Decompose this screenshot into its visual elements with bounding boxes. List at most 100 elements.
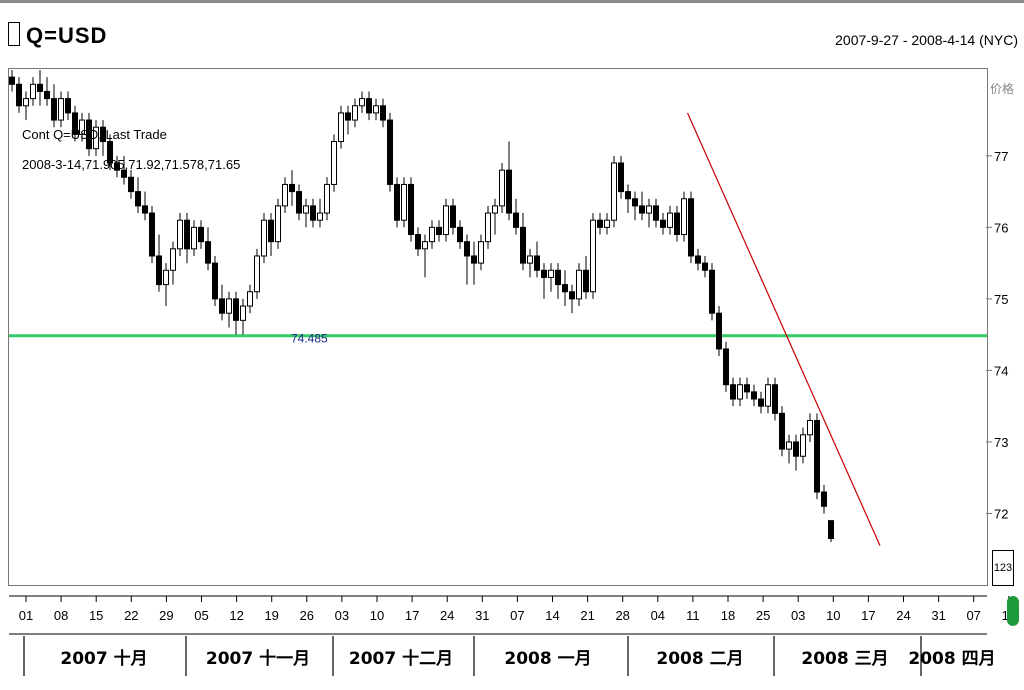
candle-down — [653, 205, 659, 221]
candle-down — [205, 241, 211, 264]
candle-down — [562, 284, 568, 293]
candle-down — [128, 176, 134, 193]
candle-down — [625, 191, 631, 200]
candle-down — [121, 169, 127, 178]
candle-up — [303, 205, 309, 214]
candle-down — [86, 119, 92, 150]
candle-down — [387, 119, 393, 185]
candle-up — [247, 291, 253, 307]
candle-down — [149, 212, 155, 257]
candle-down — [471, 255, 477, 264]
candle-down — [695, 255, 701, 264]
y-tick-label: 75 — [994, 292, 1008, 307]
scroll-indicator[interactable] — [1007, 596, 1019, 626]
candle-up — [177, 219, 183, 250]
candle-up — [275, 205, 281, 243]
candle-down — [730, 384, 736, 400]
x-tick-label: 17 — [861, 608, 875, 623]
candle-down — [506, 169, 512, 214]
candle-down — [793, 441, 799, 457]
candle-up — [352, 105, 358, 121]
candle-up — [646, 205, 652, 214]
candle-down — [100, 126, 106, 143]
candle-up — [429, 226, 435, 243]
candle-up — [338, 112, 344, 143]
candle-down — [380, 105, 386, 121]
x-tick-label: 24 — [440, 608, 454, 623]
x-tick-label: 31 — [475, 608, 489, 623]
x-tick-label: 10 — [826, 608, 840, 623]
candle-down — [534, 255, 540, 271]
candle-up — [191, 226, 197, 250]
candle-down — [744, 384, 750, 393]
title-text: Q=USD — [26, 23, 108, 48]
x-tick-label: 11 — [686, 608, 700, 623]
candle-up — [604, 219, 610, 228]
date-range: 2007-9-27 - 2008-4-14 (NYC) — [835, 32, 1018, 48]
candle-up — [492, 205, 498, 214]
scale-toggle-button[interactable]: 123 — [992, 550, 1014, 586]
x-tick-label: 08 — [54, 608, 68, 623]
candle-up — [765, 384, 771, 407]
x-tick-label: 22 — [124, 608, 138, 623]
candle-down — [716, 312, 722, 350]
candle-down — [345, 112, 351, 121]
x-tick-label: 07 — [510, 608, 524, 623]
candle-down — [772, 384, 778, 414]
x-tick-label: 10 — [370, 608, 384, 623]
candle-down — [779, 412, 785, 450]
candle-down — [541, 269, 547, 278]
price-axis-label: 价格 — [990, 82, 1015, 96]
window-top-border — [0, 0, 1024, 3]
candle-down — [674, 212, 680, 236]
candle-down — [198, 226, 204, 243]
y-tick-label: 72 — [994, 506, 1008, 521]
candle-up — [359, 98, 365, 107]
info-line-1: Cont Q=USD, Last Trade — [22, 127, 167, 142]
candle-down — [135, 191, 141, 207]
candle-down — [821, 491, 827, 507]
candle-down — [618, 162, 624, 193]
candle-up — [30, 83, 36, 100]
candle-up — [737, 384, 743, 400]
candle-down — [408, 183, 414, 236]
y-tick-label: 77 — [994, 149, 1008, 164]
x-tick-label: 01 — [19, 608, 33, 623]
candle-up — [254, 255, 260, 293]
candle-up — [226, 298, 232, 314]
candle-up — [58, 98, 64, 121]
candle-down — [296, 191, 302, 214]
candle-down — [814, 419, 820, 493]
x-tick-label: 29 — [159, 608, 173, 623]
candle-down — [415, 234, 421, 250]
chart-title: Q=USD — [8, 22, 107, 49]
month-label: 2007 十二月 — [349, 648, 453, 669]
candle-up — [786, 441, 792, 450]
candle-down — [597, 219, 603, 228]
candle-down — [37, 83, 43, 92]
x-tick-label: 03 — [335, 608, 349, 623]
y-tick-label: 73 — [994, 435, 1008, 450]
candle-up — [576, 269, 582, 300]
x-tick-label: 03 — [791, 608, 805, 623]
candle-up — [170, 248, 176, 271]
month-label: 2008 二月 — [656, 649, 743, 669]
candle-down — [9, 76, 15, 85]
candle-up — [667, 212, 673, 228]
candle-up — [527, 255, 533, 264]
candle-up — [331, 141, 337, 185]
month-label: 2007 十月 — [60, 648, 147, 669]
candle-down — [828, 520, 834, 540]
candle-down — [233, 298, 239, 321]
x-tick-label: 31 — [931, 608, 945, 623]
candle-down — [51, 98, 57, 121]
x-tick-label: 21 — [580, 608, 594, 623]
candle-down — [702, 262, 708, 271]
month-label: 2008 一月 — [504, 649, 591, 669]
plot-area[interactable] — [8, 68, 988, 586]
symbol-icon — [8, 22, 20, 46]
candle-down — [310, 205, 316, 221]
candle-down — [688, 198, 694, 257]
candle-up — [681, 198, 687, 236]
